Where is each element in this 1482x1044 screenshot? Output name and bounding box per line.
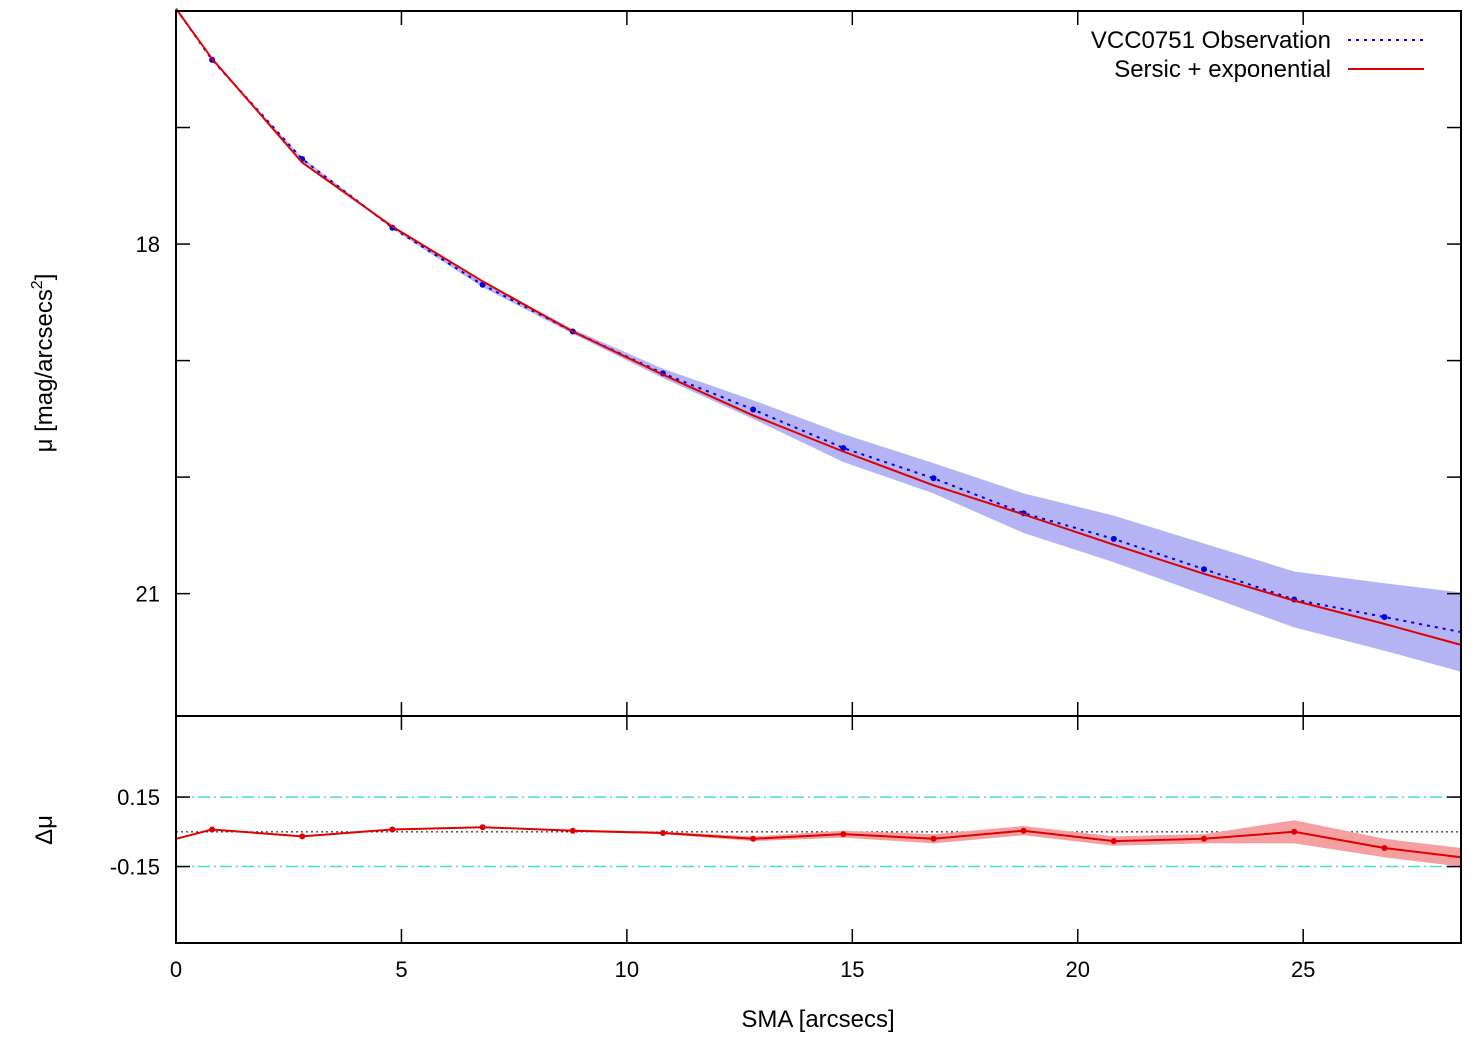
residual-y-tick-label-1: -0.15 — [110, 855, 160, 880]
profile-y-axis-label-main: μ [mag/arcsecs — [31, 289, 58, 452]
x-tick-label-15: 15 — [840, 957, 864, 982]
observation-point-11 — [1110, 535, 1117, 542]
legend-label-1: Sersic + exponential — [1114, 56, 1331, 83]
residual-line — [175, 826, 1462, 859]
observation-point-9 — [930, 475, 937, 482]
residual-point-13 — [1291, 828, 1298, 835]
residual-point-5 — [569, 827, 576, 834]
x-tick-label-10: 10 — [615, 957, 639, 982]
profile-y-axis-label-superscript: 2 — [29, 280, 46, 289]
observation-line — [175, 8, 1462, 634]
residual-point-2 — [299, 833, 306, 840]
residual-point-6 — [659, 830, 666, 836]
residual-point-4 — [479, 824, 486, 831]
residual-point-10 — [1020, 827, 1027, 834]
residual-y-axis-label: Δμ — [31, 815, 58, 845]
residual-point-14 — [1381, 845, 1388, 851]
residual-point-3 — [389, 826, 396, 833]
residual-panel: 0.15 -0.15 0 5 10 15 20 25 — [110, 715, 1462, 982]
x-tick-label-5: 5 — [395, 957, 407, 982]
profile-y-tick-label-21: 21 — [136, 582, 160, 607]
observation-point-7 — [750, 406, 757, 413]
residual-point-1 — [209, 826, 216, 833]
fit-line — [175, 8, 1462, 646]
x-tick-label-0: 0 — [170, 957, 182, 982]
x-tick-label-25: 25 — [1291, 957, 1315, 982]
observation-point-4 — [479, 281, 486, 288]
observation-point-8 — [840, 445, 847, 451]
x-tick-label-20: 20 — [1066, 957, 1090, 982]
observation-error-band — [176, 8, 1461, 672]
observation-point-14 — [1381, 614, 1388, 620]
residual-point-7 — [750, 835, 757, 842]
observation-point-12 — [1201, 566, 1207, 573]
residual-point-11 — [1110, 838, 1117, 845]
profile-y-axis-label: μ [mag/arcsecs2] — [29, 274, 58, 453]
residual-point-12 — [1201, 835, 1207, 842]
residual-error-band — [176, 820, 1461, 867]
residual-point-8 — [840, 831, 847, 838]
legend-label-0: VCC0751 Observation — [1091, 27, 1331, 54]
residual-point-9 — [930, 835, 937, 842]
profile-y-tick-label-18: 18 — [136, 232, 160, 257]
residual-y-tick-label-0: 0.15 — [117, 785, 160, 810]
residual-plot-frame — [175, 715, 1462, 944]
x-axis-label: SMA [arcsecs] — [741, 1006, 894, 1033]
profile-y-axis-label-close: ] — [31, 274, 58, 281]
